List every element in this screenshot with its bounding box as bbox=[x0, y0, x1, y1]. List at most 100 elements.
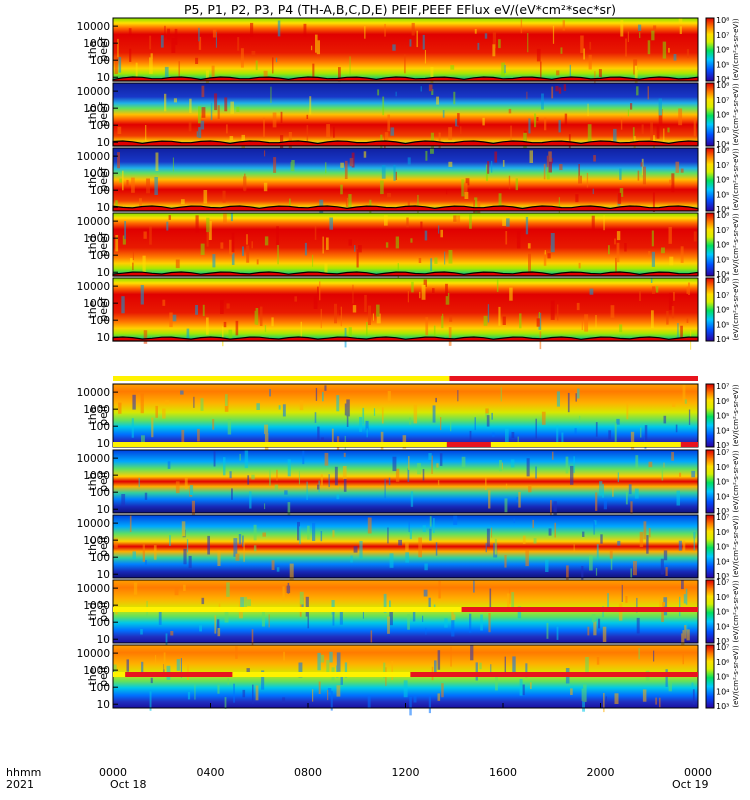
texture-cell bbox=[344, 160, 348, 179]
texture-cell bbox=[576, 302, 580, 311]
texture-cell bbox=[644, 425, 648, 443]
texture-cell bbox=[326, 660, 330, 677]
texture-cell bbox=[410, 491, 414, 507]
panel-ylabel: thd bbox=[86, 602, 99, 620]
texture-cell bbox=[376, 313, 381, 324]
texture-cell bbox=[504, 64, 506, 74]
texture-cell bbox=[619, 168, 622, 180]
texture-cell bbox=[616, 231, 621, 241]
texture-cell bbox=[671, 306, 675, 319]
texture-cell bbox=[662, 41, 667, 59]
y-tick-label: 100 bbox=[90, 185, 110, 197]
texture-cell bbox=[614, 423, 617, 442]
texture-cell bbox=[432, 405, 436, 423]
texture-cell bbox=[684, 399, 687, 404]
x-tick-label: 0000 bbox=[99, 766, 127, 779]
texture-cell bbox=[346, 408, 349, 427]
texture-cell bbox=[251, 50, 256, 55]
texture-cell bbox=[648, 251, 651, 257]
texture-cell bbox=[122, 170, 124, 191]
texture-cell bbox=[366, 322, 368, 337]
texture-cell bbox=[164, 66, 169, 78]
texture-cell bbox=[582, 531, 585, 537]
texture-cell bbox=[428, 84, 433, 92]
y-tick-label: 100 bbox=[90, 617, 110, 629]
texture-cell bbox=[131, 418, 134, 438]
panel-ylabel: peif bbox=[97, 600, 110, 622]
texture-cell bbox=[172, 157, 174, 172]
texture-cell bbox=[230, 213, 233, 222]
texture-cell bbox=[586, 172, 589, 188]
texture-cell bbox=[425, 317, 429, 336]
texture-cell bbox=[668, 292, 673, 310]
texture-cell bbox=[505, 231, 508, 245]
texture-cell bbox=[222, 190, 226, 203]
texture-cell bbox=[217, 684, 220, 694]
texture-cell bbox=[277, 244, 279, 265]
texture-cell bbox=[306, 114, 309, 119]
texture-cell bbox=[336, 685, 341, 697]
texture-cell bbox=[187, 691, 191, 700]
texture-cell bbox=[338, 67, 341, 82]
texture-cell bbox=[498, 39, 501, 49]
texture-cell bbox=[158, 609, 162, 625]
texture-cell bbox=[390, 127, 395, 136]
texture-cell bbox=[567, 392, 570, 413]
texture-cell bbox=[162, 408, 166, 419]
texture-cell bbox=[485, 408, 489, 414]
texture-cell bbox=[324, 385, 327, 391]
texture-cell bbox=[595, 422, 598, 437]
texture-cell bbox=[315, 387, 318, 401]
colorbar-tick-label: 10⁵ bbox=[716, 125, 729, 134]
flag-segment-red bbox=[680, 442, 698, 447]
texture-cell bbox=[389, 610, 393, 626]
texture-cell bbox=[334, 466, 338, 486]
texture-cell bbox=[289, 563, 294, 583]
texture-cell bbox=[548, 151, 552, 167]
y-tick-label: 10000 bbox=[77, 151, 110, 163]
texture-cell bbox=[363, 151, 367, 158]
texture-cell bbox=[329, 651, 333, 663]
texture-cell bbox=[114, 57, 118, 74]
texture-cell bbox=[290, 161, 295, 172]
texture-cell bbox=[681, 580, 684, 590]
texture-cell bbox=[527, 33, 529, 53]
texture-cell bbox=[550, 300, 555, 320]
texture-cell bbox=[504, 555, 507, 568]
texture-cell bbox=[186, 539, 189, 553]
y-tick-label: 10 bbox=[97, 634, 110, 646]
colorbar-tick-label: 10³ bbox=[716, 507, 729, 516]
texture-cell bbox=[640, 162, 643, 167]
texture-cell bbox=[229, 471, 232, 479]
texture-cell bbox=[581, 321, 583, 331]
texture-cell bbox=[413, 404, 418, 424]
texture-cell bbox=[135, 62, 138, 81]
texture-cell bbox=[665, 669, 668, 687]
flag-bar bbox=[113, 672, 698, 677]
texture-cell bbox=[562, 20, 565, 31]
spectrogram-texture bbox=[114, 515, 696, 583]
texture-cell bbox=[680, 325, 683, 339]
panel-ylabel: the bbox=[86, 300, 99, 318]
texture-cell bbox=[364, 294, 367, 313]
texture-cell bbox=[535, 418, 537, 439]
texture-cell bbox=[558, 87, 562, 94]
texture-cell bbox=[230, 101, 234, 114]
panel-frame bbox=[112, 277, 699, 342]
y-tick-label: 1000 bbox=[83, 535, 110, 547]
texture-cell bbox=[508, 175, 511, 190]
spectrogram-image bbox=[113, 83, 698, 146]
texture-cell bbox=[383, 593, 387, 613]
texture-cell bbox=[556, 425, 559, 444]
texture-cell bbox=[692, 689, 695, 705]
texture-cell bbox=[547, 253, 551, 259]
texture-cell bbox=[206, 227, 209, 247]
colorbar-tick-label: 10⁷ bbox=[716, 448, 729, 457]
texture-cell bbox=[243, 542, 245, 562]
texture-cell bbox=[423, 589, 428, 597]
colorbar-tick-label: 10⁷ bbox=[716, 578, 729, 587]
texture-cell bbox=[526, 458, 530, 477]
texture-cell bbox=[460, 126, 462, 135]
